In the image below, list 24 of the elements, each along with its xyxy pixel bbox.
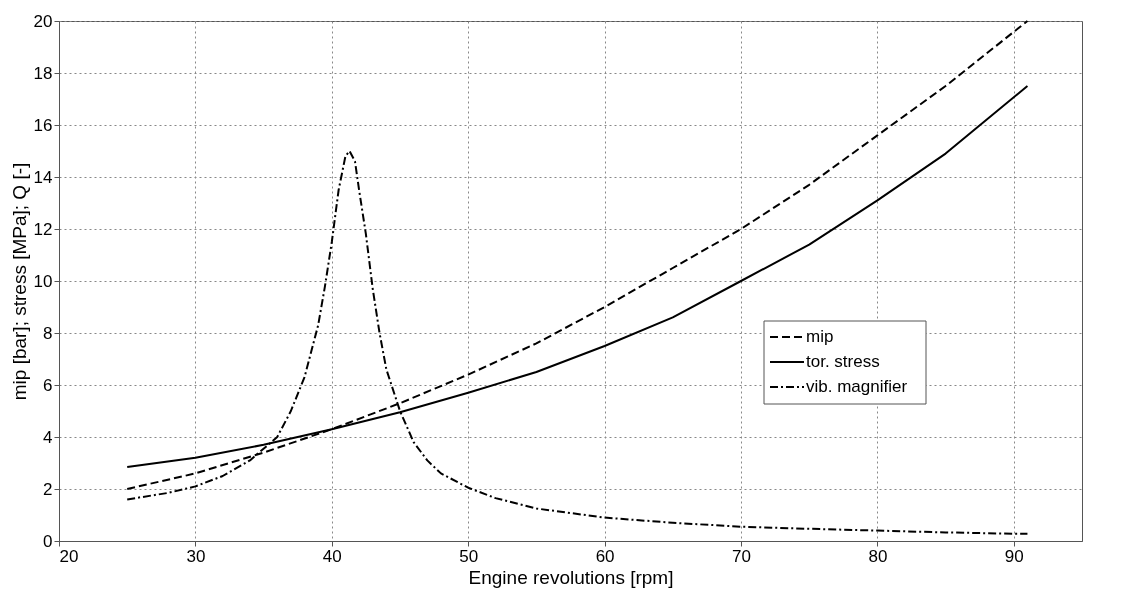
legend-label: vib. magnifier [806, 377, 908, 396]
x-tick-label: 80 [868, 546, 888, 566]
y-tick-label: 6 [43, 375, 53, 395]
y-tick-label: 12 [33, 219, 53, 239]
y-tick-label: 14 [33, 167, 53, 187]
y-tick-label: 0 [43, 531, 53, 551]
y-tick-label: 10 [33, 271, 53, 291]
x-tick-label: 90 [1004, 546, 1024, 566]
y-tick-label: 4 [43, 427, 53, 447]
y-tick-label: 16 [33, 115, 53, 135]
y-tick-label: 18 [33, 63, 53, 83]
y-tick-label: 8 [43, 323, 53, 343]
y-axis-title: mip [bar]; stress [MPa]; Q [-] [8, 162, 30, 401]
x-tick-label: 40 [322, 546, 342, 566]
legend-label: tor. stress [806, 352, 880, 371]
x-tick-label: 20 [59, 546, 79, 566]
x-tick-label: 70 [732, 546, 751, 566]
x-tick-label: 30 [186, 546, 206, 566]
x-tick-label: 50 [459, 546, 479, 566]
y-tick-label: 2 [43, 479, 53, 499]
x-tick-label: 60 [595, 546, 615, 566]
legend-label: mip [806, 327, 834, 346]
y-tick-label: 20 [33, 11, 53, 31]
x-axis-title: Engine revolutions [rpm] [468, 566, 674, 588]
